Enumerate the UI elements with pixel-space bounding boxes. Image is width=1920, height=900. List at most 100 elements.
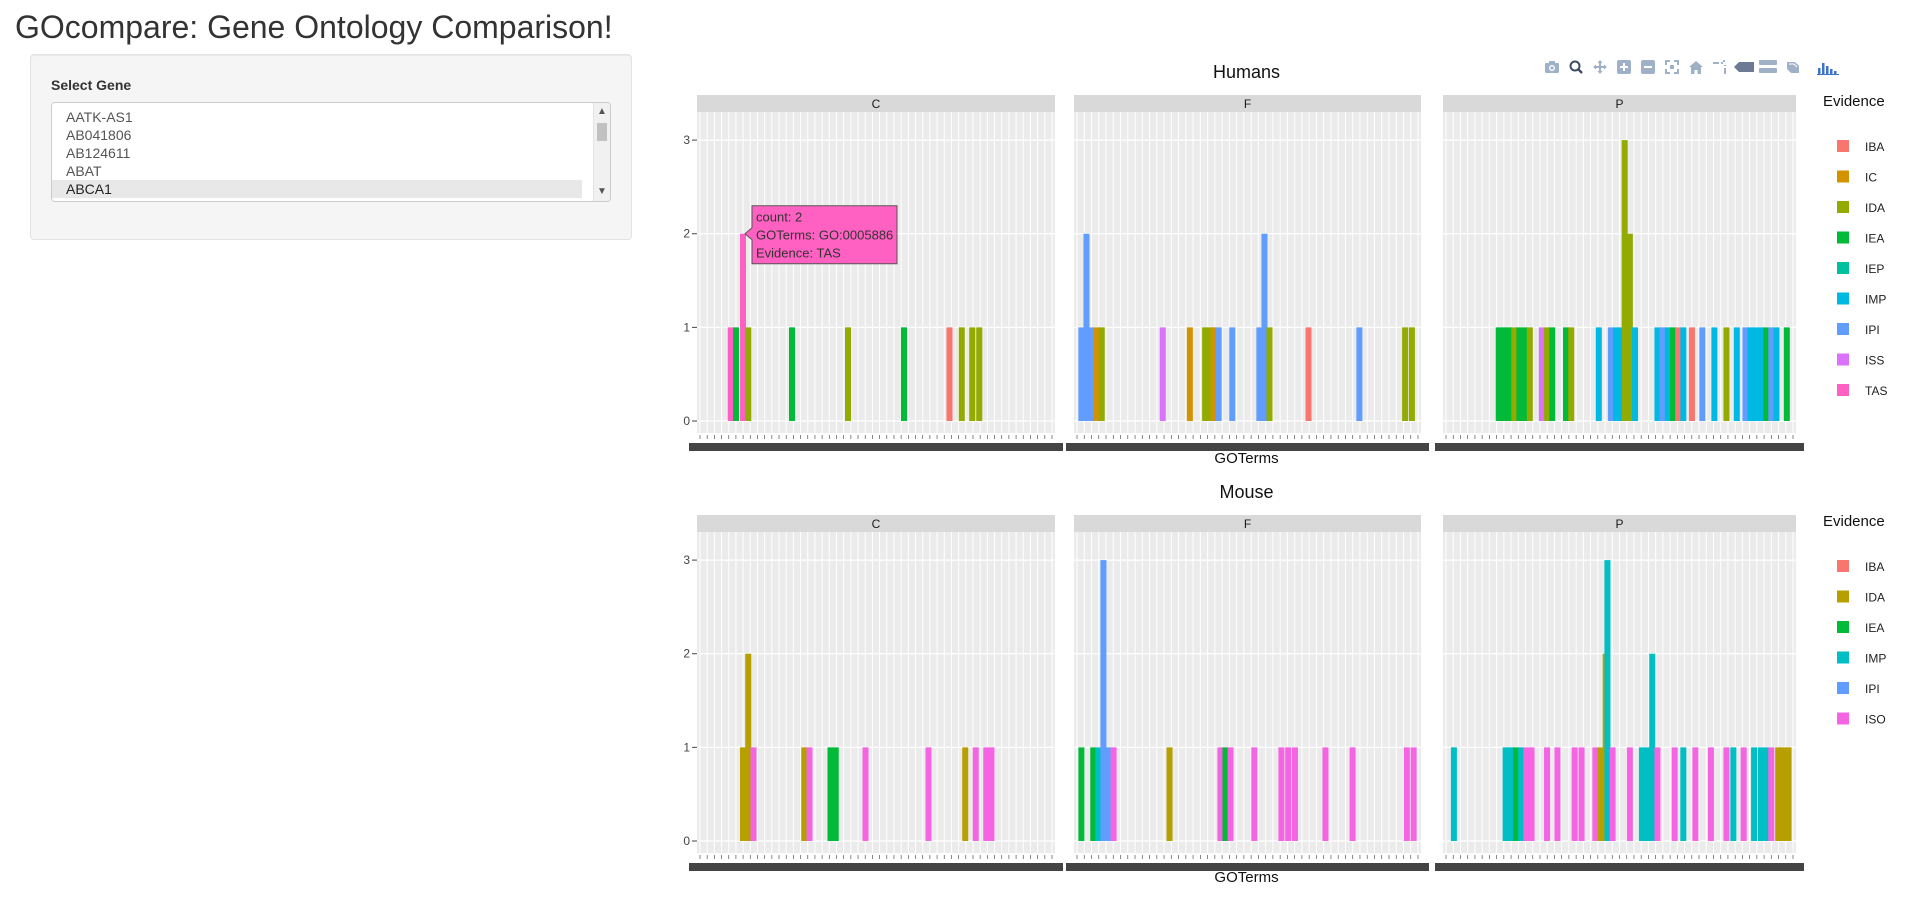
- chevron-down-icon[interactable]: ▼: [597, 186, 607, 197]
- bar-ISO[interactable]: [972, 747, 979, 841]
- bar-IDA[interactable]: [1723, 327, 1730, 421]
- bar-IEA[interactable]: [789, 327, 795, 421]
- bar-IDA[interactable]: [1166, 747, 1173, 841]
- legend-item-IDA[interactable]: IDA: [1837, 590, 1885, 605]
- bar-IDA[interactable]: [1526, 327, 1533, 421]
- bar-ISO[interactable]: [1523, 747, 1530, 841]
- bar-IPI[interactable]: [1078, 327, 1085, 421]
- bar-IDA[interactable]: [745, 327, 752, 421]
- legend-item-ISS[interactable]: ISS: [1837, 353, 1884, 368]
- bar-ISO[interactable]: [1571, 747, 1578, 841]
- bar-IDA[interactable]: [1597, 747, 1604, 841]
- bar-IPI[interactable]: [1105, 747, 1112, 841]
- gene-option[interactable]: AATK-AS1: [66, 109, 133, 125]
- bar-IBA[interactable]: [1675, 327, 1682, 421]
- bar-IDA[interactable]: [976, 327, 983, 421]
- bar-ISO[interactable]: [1740, 747, 1747, 841]
- bar-ISO[interactable]: [983, 747, 990, 841]
- bar-IDA[interactable]: [801, 747, 808, 841]
- bar-ISO[interactable]: [750, 747, 757, 841]
- bar-IEA[interactable]: [1669, 327, 1676, 421]
- bar-IMP[interactable]: [1757, 747, 1764, 841]
- bar-IMP[interactable]: [1680, 327, 1687, 421]
- zoom-out-icon[interactable]: [1636, 57, 1660, 77]
- bar-IEA[interactable]: [1516, 327, 1523, 421]
- bar-IDA[interactable]: [1202, 327, 1209, 421]
- legend-item-IEA[interactable]: IEA: [1837, 231, 1884, 246]
- bar-IMP[interactable]: [1751, 747, 1758, 841]
- bar-IEA[interactable]: [1783, 327, 1790, 421]
- plotly-logo-icon[interactable]: [1816, 57, 1840, 77]
- bar-IMP[interactable]: [1095, 747, 1102, 841]
- bar-IEA[interactable]: [1506, 327, 1513, 421]
- bar-IDA[interactable]: [1626, 233, 1633, 421]
- legend-item-IPI[interactable]: IPI: [1837, 682, 1880, 696]
- bar-IEA[interactable]: [1495, 327, 1502, 421]
- legend-item-IBA[interactable]: IBA: [1837, 140, 1884, 154]
- bar-IEA[interactable]: [1090, 747, 1097, 841]
- bar-IBA[interactable]: [1305, 327, 1312, 421]
- zoom-icon[interactable]: [1564, 57, 1588, 77]
- bar-IMP[interactable]: [1613, 327, 1620, 421]
- bar-IDA[interactable]: [1402, 327, 1409, 421]
- bar-ISO[interactable]: [1403, 747, 1410, 841]
- bar-IMP[interactable]: [1450, 747, 1457, 841]
- bar-IPI[interactable]: [1088, 327, 1095, 421]
- bar-IMP[interactable]: [1632, 327, 1639, 421]
- bar-IMP[interactable]: [1507, 747, 1514, 841]
- bar-ISO[interactable]: [1217, 747, 1224, 841]
- gene-select-list[interactable]: AATK-AS1 AB041806 AB124611 ABAT ABCA1 ▲ …: [51, 102, 611, 202]
- bar-IEA[interactable]: [901, 327, 907, 421]
- bar-IDA[interactable]: [1098, 327, 1105, 421]
- bar-IDA[interactable]: [1785, 747, 1792, 841]
- bar-IMP[interactable]: [1638, 747, 1645, 841]
- legend-item-ISO[interactable]: ISO: [1837, 712, 1886, 727]
- bar-IMP[interactable]: [1680, 747, 1687, 841]
- bar-IDA[interactable]: [1621, 140, 1628, 421]
- bar-IMP[interactable]: [1747, 327, 1754, 421]
- bar-IMP[interactable]: [1664, 327, 1671, 421]
- bar-IMP[interactable]: [1733, 327, 1740, 421]
- bar-IMP[interactable]: [1752, 327, 1759, 421]
- bar-ISO[interactable]: [1291, 747, 1298, 841]
- bar-ISO[interactable]: [1410, 747, 1417, 841]
- bar-IDA[interactable]: [962, 747, 969, 841]
- pan-icon[interactable]: [1588, 57, 1612, 77]
- bar-ISO[interactable]: [1110, 747, 1117, 841]
- autoscale-icon[interactable]: [1660, 57, 1684, 77]
- camera-icon[interactable]: [1540, 57, 1564, 77]
- bar-IDA[interactable]: [1408, 327, 1415, 421]
- bar-IPI[interactable]: [1356, 327, 1363, 421]
- bar-ISO[interactable]: [1322, 747, 1329, 841]
- hover-compare-icon[interactable]: [1756, 57, 1780, 77]
- gene-list-scrollbar[interactable]: ▲ ▼: [593, 103, 610, 201]
- gene-option[interactable]: AB124611: [66, 145, 131, 161]
- bar-IDA[interactable]: [1266, 327, 1273, 421]
- bar-ISO[interactable]: [925, 747, 932, 841]
- bar-ISO[interactable]: [862, 747, 869, 841]
- bar-ISO[interactable]: [1768, 747, 1775, 841]
- edit-chart-icon[interactable]: [1780, 57, 1804, 77]
- bar-ISO[interactable]: [1544, 747, 1551, 841]
- bar-IEA[interactable]: [827, 747, 834, 841]
- bar-IBA[interactable]: [946, 327, 953, 421]
- legend-item-IC[interactable]: IC: [1837, 170, 1877, 185]
- bar-IDA[interactable]: [1780, 747, 1787, 841]
- bar-TAS[interactable]: [740, 233, 746, 421]
- bar-IMP[interactable]: [1730, 747, 1737, 841]
- bar-IC[interactable]: [1186, 327, 1193, 421]
- bar-IDA[interactable]: [1568, 327, 1575, 421]
- gene-option[interactable]: ABAT: [66, 163, 102, 179]
- bar-ISO[interactable]: [1578, 747, 1585, 841]
- bar-ISO[interactable]: [1349, 747, 1356, 841]
- bar-IMP[interactable]: [1711, 327, 1718, 421]
- bar-IEA[interactable]: [1500, 327, 1507, 421]
- bar-IDA[interactable]: [1511, 327, 1518, 421]
- bar-IDA[interactable]: [969, 327, 976, 421]
- bar-IC[interactable]: [1210, 327, 1217, 421]
- bar-IEA[interactable]: [1521, 327, 1528, 421]
- bar-IMP[interactable]: [1654, 327, 1661, 421]
- bar-IPI[interactable]: [1229, 327, 1236, 421]
- bar-ISO[interactable]: [1554, 747, 1561, 841]
- gene-option[interactable]: AB041806: [66, 127, 132, 143]
